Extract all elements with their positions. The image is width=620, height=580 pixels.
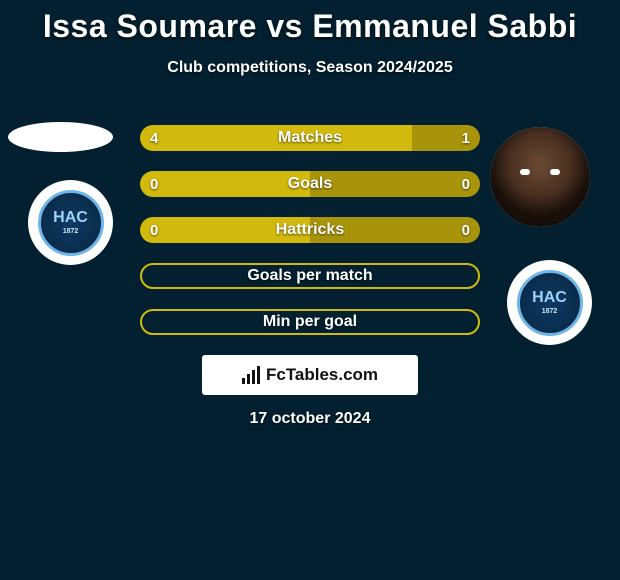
stat-row: Goals per match (140, 263, 480, 289)
club-year-left: 1872 (63, 228, 79, 235)
stat-value-left: 4 (150, 125, 158, 151)
source-logo: FcTables.com (202, 355, 418, 395)
logo-text: FcTables.com (266, 365, 378, 385)
player-left-avatar (8, 122, 113, 152)
club-badge-right: HAC 1872 (507, 260, 592, 345)
stat-label: Goals per match (142, 265, 478, 287)
club-code-right: HAC (532, 290, 567, 306)
stats-bars: 41Matches00Goals00HattricksGoals per mat… (140, 125, 480, 355)
stat-row: 00Goals (140, 171, 480, 197)
club-badge-left: HAC 1872 (28, 180, 113, 265)
subtitle: Club competitions, Season 2024/2025 (0, 59, 620, 77)
stat-value-left: 0 (150, 217, 158, 243)
shield-icon: HAC 1872 (38, 190, 104, 256)
shield-icon: HAC 1872 (517, 270, 583, 336)
stat-value-right: 0 (462, 217, 470, 243)
stat-value-right: 0 (462, 171, 470, 197)
stat-value-left: 0 (150, 171, 158, 197)
club-year-right: 1872 (542, 308, 558, 315)
stat-bar-right (310, 171, 480, 197)
stat-value-right: 1 (462, 125, 470, 151)
stat-row: 41Matches (140, 125, 480, 151)
face-icon (490, 127, 590, 227)
stat-row: Min per goal (140, 309, 480, 335)
stat-row: 00Hattricks (140, 217, 480, 243)
stat-bar-right (310, 217, 480, 243)
stat-label: Min per goal (142, 311, 478, 333)
stat-bar-left (140, 171, 310, 197)
bar-chart-icon (242, 366, 260, 384)
stat-bar-left (140, 125, 412, 151)
player-right-avatar (490, 127, 590, 227)
club-code-left: HAC (53, 210, 88, 226)
page-title: Issa Soumare vs Emmanuel Sabbi (0, 0, 620, 45)
date-line: 17 october 2024 (0, 410, 620, 428)
stat-bar-left (140, 217, 310, 243)
